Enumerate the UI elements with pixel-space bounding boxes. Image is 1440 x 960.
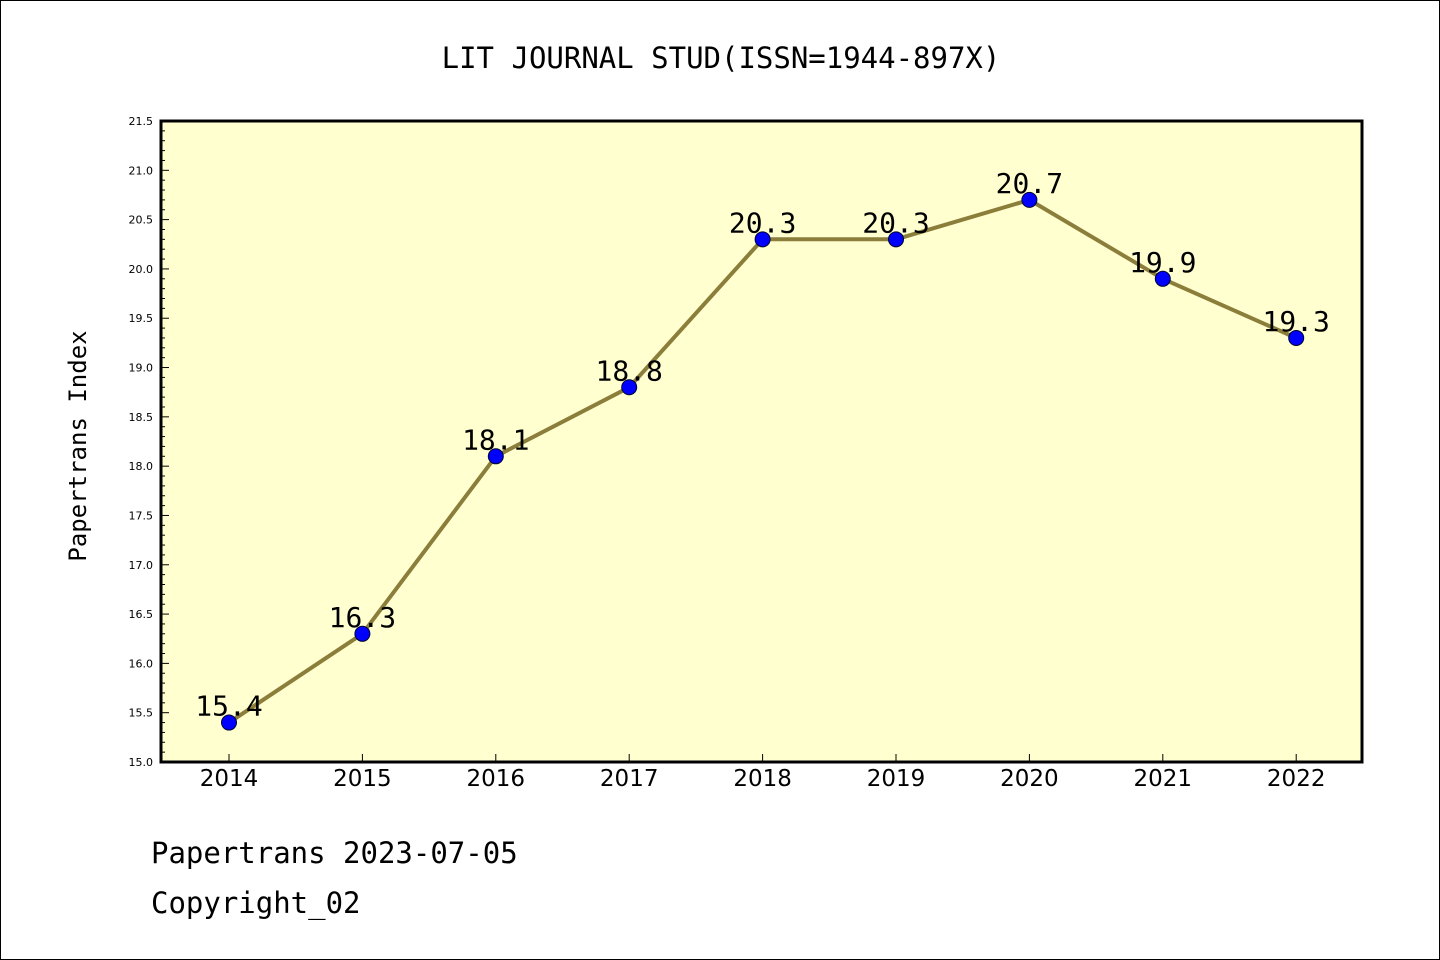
data-point [621,379,638,396]
data-point [1288,329,1305,346]
x-tick-label: 2021 [1134,766,1193,792]
x-axis: 2014 2015 2016 2017 2018 2019 2020 2021 2022 [200,754,1326,792]
y-tick-label: 17.0 [129,559,154,572]
x-tick-label: 2020 [1000,766,1059,792]
y-tick-label: 16.5 [129,608,154,621]
data-label: 15.4 [195,690,262,723]
y-tick-label: 18.0 [129,460,154,473]
y-tick-label: 18.5 [129,411,154,424]
x-tick-label: 2019 [867,766,926,792]
plot-area [159,119,1364,764]
y-tick-label: 19.0 [129,362,154,375]
data-label: 19.3 [1262,305,1329,338]
x-tick-label: 2017 [600,766,659,792]
data-point [754,231,771,248]
data-point [1154,270,1171,287]
y-axis-label: Papertrans Index [64,330,92,561]
x-tick-label: 2022 [1267,766,1326,792]
data-label: 19.9 [1129,246,1196,279]
y-tick-label: 20.0 [129,263,154,276]
data-label: 18.8 [595,354,662,387]
y-tick-label: 15.5 [129,707,154,720]
y-tick-label: 17.5 [129,509,154,522]
x-tick-label: 2015 [333,766,392,792]
markers-group [221,191,1305,731]
x-tick-label: 2014 [200,766,259,792]
data-label: 20.3 [729,206,796,239]
data-label: 16.3 [329,601,396,634]
y-tick-label: 15.0 [129,756,154,769]
y-tick-label: 16.0 [129,657,154,670]
data-point [888,231,904,248]
data-point [487,448,504,465]
y-tick-label: 19.5 [129,312,154,325]
data-point [221,714,237,731]
data-point [1021,191,1038,208]
y-tick-label: 21.0 [129,164,154,177]
footer-copyright: Copyright_02 [151,886,361,920]
data-label: 20.3 [862,206,929,239]
chart-title: LIT JOURNAL STUD(ISSN=1944-897X) [442,41,1001,75]
x-tick-label: 2016 [467,766,526,792]
x-tick-label: 2018 [733,766,792,792]
y-tick-label: 21.5 [129,115,154,128]
data-labels-group: 15.4 16.3 18.1 18.8 20.3 20.3 20.7 19.9 19.3 [195,167,1330,723]
footer-date: Papertrans 2023-07-05 [151,836,518,870]
y-axis: 15.0 15.5 16.0 16.5 17.0 17.5 18.0 18.5 19.0 19.5… [129,115,169,769]
data-label: 18.1 [462,423,529,456]
data-point [354,625,371,642]
data-label: 20.7 [996,167,1063,200]
y-tick-label: 20.5 [129,214,154,227]
